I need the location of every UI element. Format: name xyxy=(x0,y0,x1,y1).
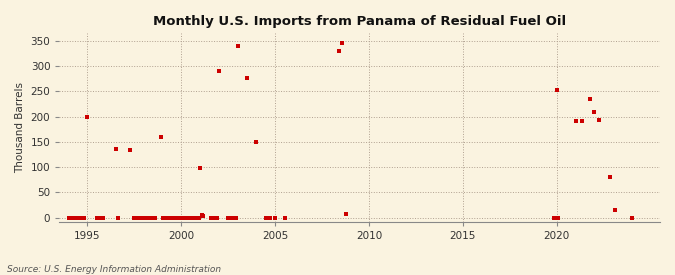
Point xyxy=(163,216,174,220)
Point xyxy=(589,109,599,114)
Point xyxy=(142,216,153,220)
Point xyxy=(78,216,89,220)
Point xyxy=(551,88,562,92)
Point xyxy=(548,216,559,220)
Point xyxy=(242,76,252,80)
Point xyxy=(95,216,106,220)
Point xyxy=(92,216,103,220)
Point xyxy=(270,216,281,220)
Point xyxy=(173,216,184,220)
Point xyxy=(584,97,595,101)
Point xyxy=(279,216,290,220)
Point xyxy=(209,216,219,220)
Point xyxy=(143,216,154,220)
Point xyxy=(162,216,173,220)
Point xyxy=(165,216,176,220)
Point xyxy=(144,216,155,220)
Point xyxy=(131,216,142,220)
Point xyxy=(207,216,218,220)
Point xyxy=(159,216,169,220)
Point xyxy=(74,216,85,220)
Point xyxy=(184,216,194,220)
Point xyxy=(161,216,171,220)
Point xyxy=(176,216,187,220)
Point xyxy=(148,216,159,220)
Point xyxy=(129,216,140,220)
Point xyxy=(146,216,157,220)
Point xyxy=(263,216,273,220)
Point xyxy=(553,216,564,220)
Point xyxy=(212,216,223,220)
Point xyxy=(110,147,121,151)
Point xyxy=(576,119,587,123)
Point xyxy=(609,208,620,212)
Point xyxy=(194,166,205,170)
Point xyxy=(190,216,201,220)
Point xyxy=(187,216,198,220)
Point xyxy=(182,216,193,220)
Point xyxy=(65,216,76,220)
Point xyxy=(136,216,147,220)
Point xyxy=(337,41,348,46)
Point xyxy=(223,216,234,220)
Point xyxy=(76,216,87,220)
Point xyxy=(174,216,185,220)
Point xyxy=(138,216,149,220)
Point xyxy=(570,119,581,123)
Point xyxy=(178,216,188,220)
Point xyxy=(69,216,80,220)
Point xyxy=(206,216,217,220)
Point xyxy=(230,216,241,220)
Point xyxy=(149,216,160,220)
Point xyxy=(82,114,93,119)
Point xyxy=(155,135,166,139)
Point xyxy=(605,175,616,180)
Point xyxy=(181,216,192,220)
Point xyxy=(169,216,180,220)
Point xyxy=(229,216,240,220)
Point xyxy=(179,216,190,220)
Point xyxy=(186,216,196,220)
Point xyxy=(213,69,224,73)
Point xyxy=(63,216,74,220)
Point xyxy=(67,216,78,220)
Point xyxy=(188,216,199,220)
Point xyxy=(157,216,168,220)
Point xyxy=(171,216,182,220)
Point xyxy=(140,216,151,220)
Point xyxy=(168,216,179,220)
Point xyxy=(196,213,207,217)
Point xyxy=(97,216,108,220)
Point xyxy=(593,118,604,122)
Point xyxy=(261,216,271,220)
Point xyxy=(225,216,236,220)
Point xyxy=(198,213,209,218)
Point xyxy=(124,148,135,152)
Point xyxy=(232,44,243,48)
Y-axis label: Thousand Barrels: Thousand Barrels xyxy=(15,82,25,173)
Point xyxy=(334,49,345,53)
Point xyxy=(193,216,204,220)
Point xyxy=(227,216,238,220)
Text: Source: U.S. Energy Information Administration: Source: U.S. Energy Information Administ… xyxy=(7,265,221,274)
Point xyxy=(264,216,275,220)
Point xyxy=(626,216,637,220)
Point xyxy=(340,211,351,216)
Point xyxy=(93,216,104,220)
Title: Monthly U.S. Imports from Panama of Residual Fuel Oil: Monthly U.S. Imports from Panama of Resi… xyxy=(153,15,566,28)
Point xyxy=(167,216,178,220)
Point xyxy=(192,216,202,220)
Point xyxy=(73,216,84,220)
Point xyxy=(133,216,144,220)
Point xyxy=(134,216,145,220)
Point xyxy=(251,140,262,144)
Point xyxy=(211,216,221,220)
Point xyxy=(112,216,123,220)
